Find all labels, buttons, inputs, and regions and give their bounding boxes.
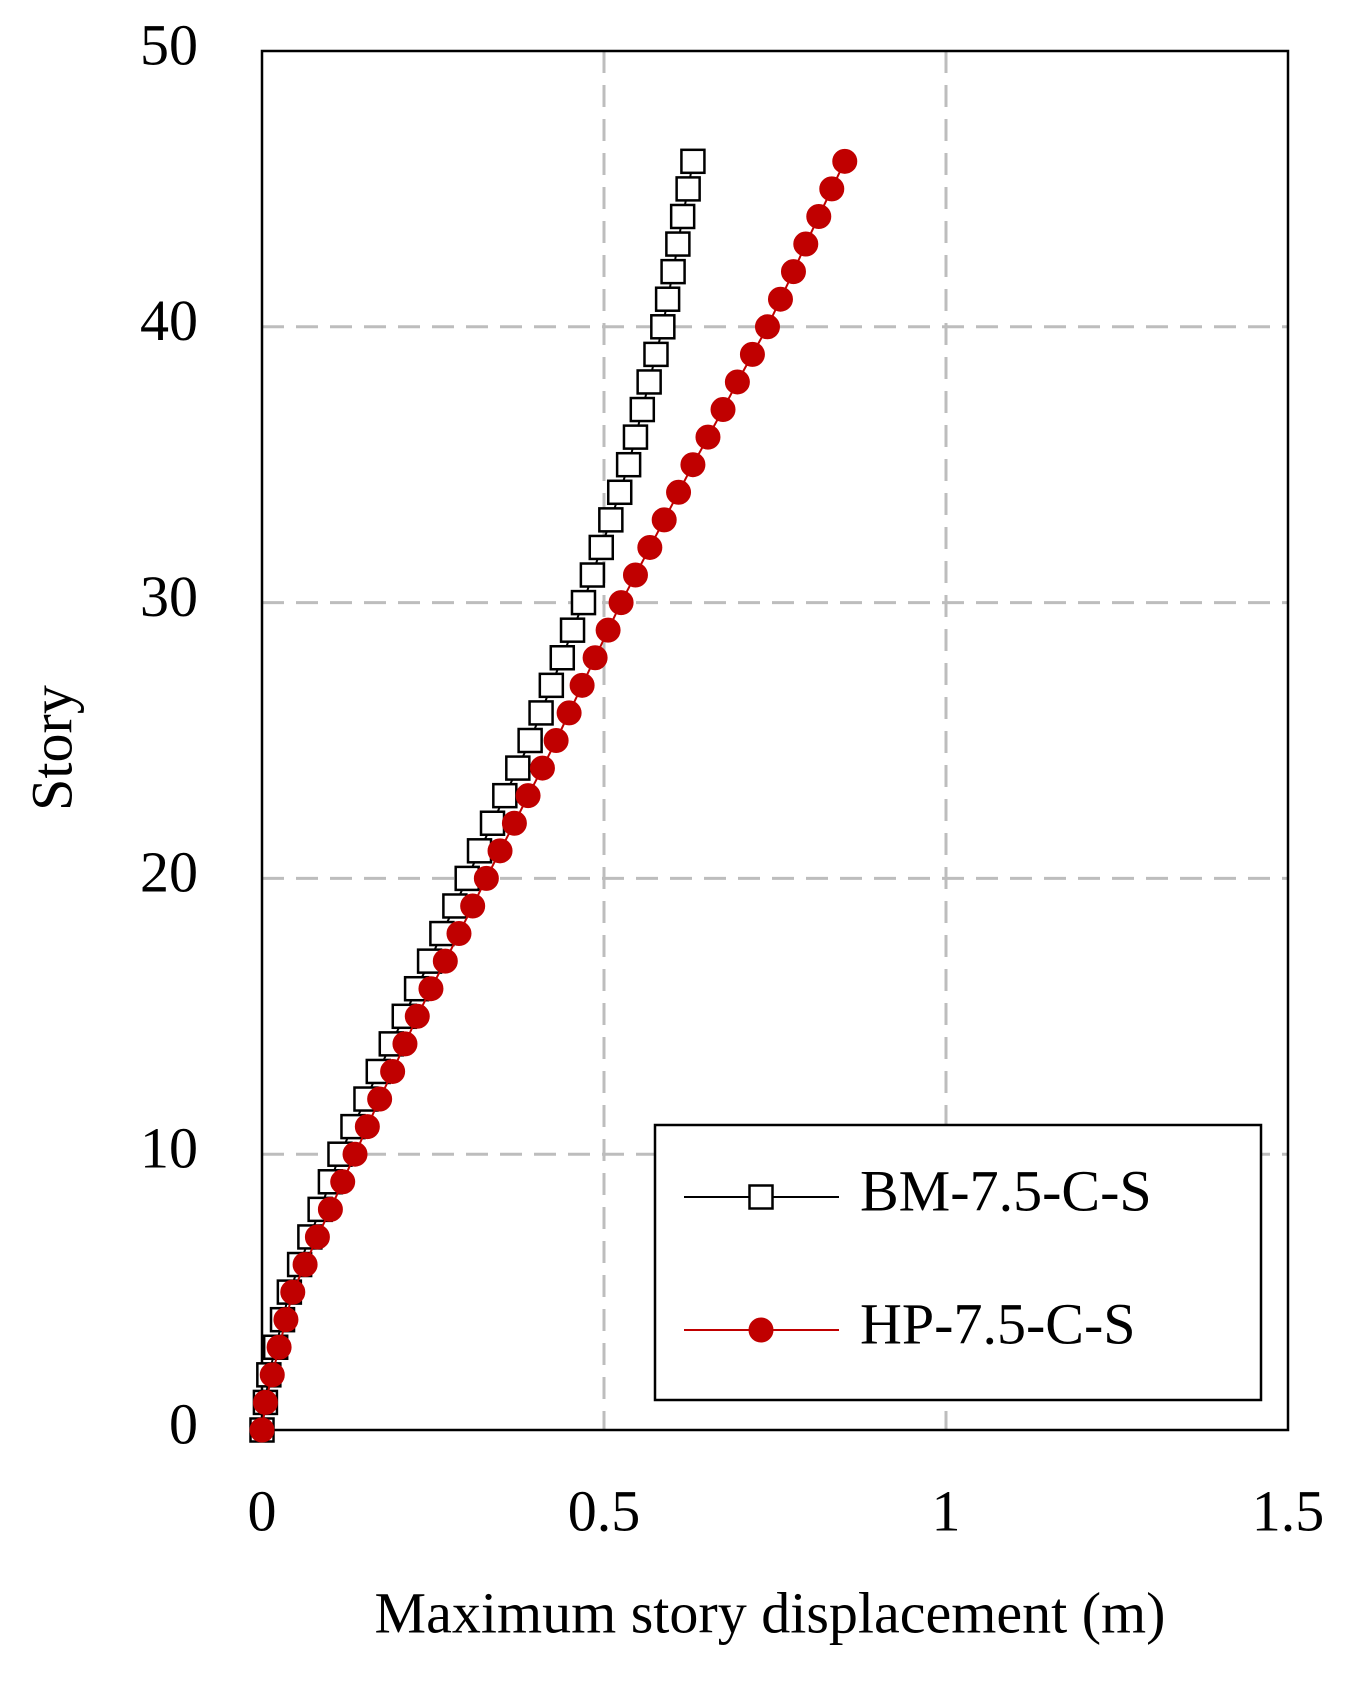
- data-point: [404, 1003, 430, 1029]
- data-point: [487, 838, 513, 864]
- x-tick-label: 0.5: [568, 1478, 641, 1543]
- data-point: [556, 700, 582, 726]
- data-point: [650, 314, 676, 340]
- data-point: [529, 755, 555, 781]
- data-point: [754, 314, 780, 340]
- data-point: [304, 1224, 330, 1250]
- data-point: [473, 865, 499, 891]
- data-point: [780, 259, 806, 285]
- x-tick-label: 1: [932, 1478, 961, 1543]
- data-point: [669, 203, 696, 230]
- data-point: [569, 672, 595, 698]
- data-point: [528, 700, 554, 726]
- data-point: [418, 976, 444, 1002]
- data-point: [598, 507, 624, 533]
- data-point: [367, 1086, 393, 1112]
- data-point: [392, 1031, 418, 1057]
- data-point: [280, 1279, 306, 1305]
- data-point: [432, 948, 458, 974]
- data-point: [543, 728, 569, 753]
- data-point: [517, 727, 543, 754]
- data-point: [665, 231, 691, 257]
- data-point: [354, 1114, 380, 1140]
- x-tick-label: 1.5: [1252, 1478, 1325, 1543]
- data-point: [249, 1417, 275, 1443]
- data-point: [680, 452, 706, 478]
- data-point: [654, 286, 681, 312]
- data-point: [724, 369, 750, 395]
- data-point: [588, 534, 615, 561]
- data-point: [330, 1169, 356, 1195]
- data-point: [819, 176, 845, 202]
- data-point: [832, 148, 858, 174]
- data-point: [793, 231, 819, 257]
- y-tick-label: 0: [169, 1391, 198, 1456]
- data-point: [273, 1307, 299, 1333]
- data-point: [806, 203, 832, 229]
- data-point: [660, 258, 686, 285]
- data-point: [479, 810, 506, 836]
- data-point: [570, 589, 597, 616]
- data-point: [446, 921, 472, 947]
- y-tick-label: 50: [140, 12, 198, 77]
- data-point: [680, 148, 706, 175]
- data-point: [492, 782, 518, 809]
- plot-frame: [260, 49, 1290, 1432]
- legend-frame: [653, 1123, 1263, 1402]
- data-point: [675, 176, 701, 202]
- data-point: [767, 286, 793, 312]
- data-point: [259, 1362, 285, 1388]
- y-tick-label: 10: [140, 1116, 198, 1181]
- data-point: [252, 1389, 278, 1415]
- x-tick-label: 0: [248, 1478, 277, 1543]
- legend-marker: [748, 1317, 774, 1343]
- y-tick-label: 20: [140, 840, 198, 905]
- data-point: [643, 341, 669, 368]
- data-point: [637, 534, 663, 560]
- data-point: [615, 451, 642, 478]
- data-point: [695, 424, 721, 450]
- legend-label: HP-7.5-C-S: [860, 1291, 1136, 1356]
- data-point: [515, 783, 541, 809]
- y-tick-label: 40: [140, 288, 198, 353]
- data-point: [380, 1058, 406, 1084]
- data-point: [538, 672, 565, 699]
- data-point: [559, 617, 586, 643]
- data-point: [501, 810, 527, 836]
- data-point: [739, 341, 765, 367]
- data-point: [622, 562, 648, 588]
- data-point: [595, 617, 621, 643]
- data-point: [622, 424, 649, 450]
- data-point: [266, 1334, 292, 1360]
- legend: BM-7.5-C-S HP-7.5-C-S: [653, 1123, 1263, 1402]
- x-axis-title: Maximum story displacement (m): [375, 1580, 1166, 1645]
- data-point: [651, 507, 677, 533]
- data-point: [579, 562, 606, 588]
- y-tick-label: 30: [140, 564, 198, 629]
- data-point: [582, 645, 608, 671]
- data-point: [505, 755, 531, 781]
- data-point: [292, 1252, 318, 1278]
- data-point: [608, 590, 634, 616]
- data-point: [710, 397, 736, 423]
- data-point: [629, 396, 656, 423]
- data-point: [342, 1141, 368, 1167]
- data-point: [317, 1196, 343, 1222]
- y-axis-title: Story: [19, 685, 84, 811]
- data-point: [460, 893, 486, 919]
- legend-label: BM-7.5-C-S: [860, 1158, 1152, 1223]
- data-point: [606, 479, 633, 506]
- data-point: [666, 479, 692, 505]
- legend-marker: [748, 1184, 774, 1210]
- data-point: [549, 645, 576, 671]
- data-point: [636, 369, 662, 395]
